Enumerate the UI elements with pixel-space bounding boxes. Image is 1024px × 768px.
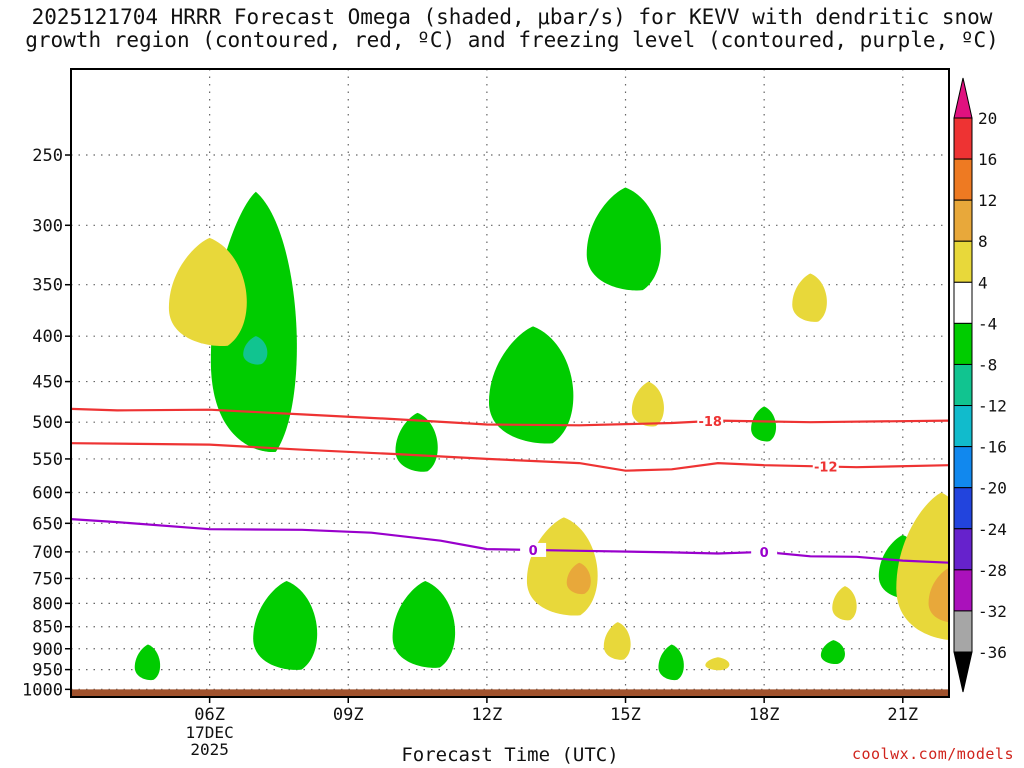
colorbar-bin (953, 117, 973, 160)
omega-area (243, 336, 268, 365)
y-tick-label: 700 (32, 543, 63, 563)
colorbar-bin (953, 363, 973, 407)
omega-area (705, 657, 730, 671)
colorbar-label: -20 (978, 479, 1007, 498)
omega-area (832, 586, 857, 621)
omega-area (488, 326, 574, 444)
y-tick-label: 800 (32, 594, 63, 614)
omega-area (526, 517, 598, 616)
x-tick-sublabel: 17DEC (186, 723, 234, 742)
omega-area (751, 406, 777, 442)
colorbar: 20 16 12 8 4 -4 -8 -12 -16 -20 -24 -28 -32 -36 (953, 77, 1007, 693)
ground-layer (71, 689, 949, 697)
y-tick-label: 250 (32, 146, 63, 166)
y-tick-label: 650 (32, 514, 63, 534)
y-tick-label: 750 (32, 569, 63, 589)
omega-area (168, 237, 247, 346)
x-tick-label: 21Z (887, 705, 918, 725)
omega-area (134, 644, 161, 681)
colorbar-label: 4 (978, 273, 988, 292)
plot-frame (70, 68, 950, 698)
y-tick-label: 500 (32, 413, 63, 433)
isotherm-label: -18 (698, 415, 722, 430)
credit-text: coolwx.com/models (851, 745, 1014, 763)
colorbar-bin (953, 199, 973, 242)
omega-area (928, 568, 949, 623)
chart-title: 2025121704 HRRR Forecast Omega (shaded, … (25, 5, 999, 52)
isotherm-line (71, 407, 949, 427)
omega-area (392, 581, 456, 668)
omega-area (820, 640, 845, 665)
ground-fill (71, 689, 949, 697)
omega-area (566, 562, 591, 595)
omega-area (603, 622, 631, 660)
x-tick-label: 06Z (194, 705, 225, 725)
colorbar-bin (953, 487, 973, 530)
isotherm-lines: -18 -12 0 0 (71, 407, 949, 564)
colorbar-label: -32 (978, 602, 1007, 621)
colorbar-bin (953, 528, 973, 571)
colorbar-label: -16 (978, 438, 1007, 457)
x-tick-sublabel: 2025 (190, 740, 229, 759)
colorbar-bin (953, 446, 973, 489)
y-tick-label: 1000 (22, 680, 63, 700)
x-tick-label: 18Z (749, 705, 780, 725)
x-axis-label: Forecast Time (UTC) (401, 744, 619, 766)
y-tick-label: 950 (32, 661, 63, 681)
y-tick-label: 450 (32, 373, 63, 393)
colorbar-label: -8 (978, 355, 997, 374)
isotherm-label-bg (812, 459, 839, 474)
omega-area (586, 187, 661, 291)
omega-area (792, 273, 827, 322)
y-axis: 2503003504004505005506006507007508008509… (22, 146, 71, 700)
y-tick-label: 900 (32, 640, 63, 660)
isotherm-label-bg (697, 414, 724, 429)
x-tick-label: 09Z (333, 705, 364, 725)
colorbar-label: 16 (978, 150, 997, 169)
isotherm-label: -12 (814, 461, 838, 476)
isotherm-label-bg (751, 544, 778, 559)
omega-area (253, 581, 318, 670)
colorbar-bin (953, 281, 973, 324)
isotherm-line (71, 518, 949, 564)
y-tick-label: 300 (32, 216, 63, 236)
colorbar-label: -12 (978, 397, 1007, 416)
x-tick-label: 12Z (472, 705, 503, 725)
omega-areas (134, 187, 949, 681)
colorbar-bin (953, 322, 973, 365)
isotherm-line (71, 442, 949, 472)
colorbar-label: -36 (978, 643, 1007, 662)
colorbar-bin (953, 240, 973, 283)
colorbar-label: -4 (978, 314, 997, 333)
colorbar-bin (953, 569, 973, 612)
y-tick-label: 600 (32, 483, 63, 503)
y-tick-label: 400 (32, 327, 63, 347)
colorbar-top-arrow (953, 77, 973, 119)
colorbar-label: 12 (978, 191, 997, 210)
omega-area (658, 644, 684, 681)
y-tick-label: 350 (32, 276, 63, 296)
colorbar-bin (953, 610, 973, 653)
colorbar-bin (953, 405, 973, 448)
colorbar-bottom-arrow (953, 651, 973, 693)
isotherm-label: 0 (760, 546, 769, 561)
y-tick-label: 850 (32, 618, 63, 638)
isotherm-label-bg (520, 542, 547, 557)
omega-area (631, 381, 664, 427)
colorbar-bin (953, 158, 973, 201)
colorbar-label: 8 (978, 232, 988, 251)
x-tick-label: 15Z (610, 705, 641, 725)
colorbar-label: 20 (978, 109, 997, 128)
colorbar-label: -24 (978, 520, 1007, 539)
isotherm-label: 0 (529, 544, 538, 559)
y-tick-label: 550 (32, 450, 63, 470)
omega-area (395, 412, 438, 472)
colorbar-label: -28 (978, 561, 1007, 580)
